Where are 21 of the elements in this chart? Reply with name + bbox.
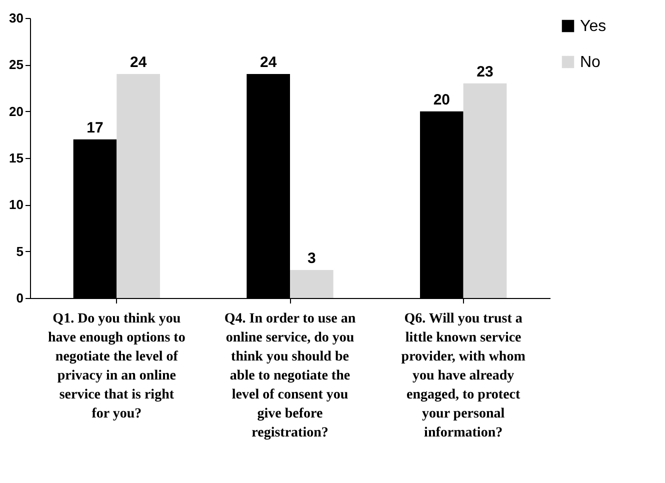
y-tick-label: 10 [9, 197, 24, 212]
data-label: 24 [260, 54, 278, 71]
y-tick-label: 0 [16, 290, 24, 306]
data-label: 3 [307, 250, 316, 267]
x-tick-label: Q4. In order to use an online service, do you think you should be able to negotiate the level of consent you give before registration? [224, 312, 356, 440]
bar [463, 83, 507, 298]
y-tick-label: 25 [9, 57, 24, 72]
bar [116, 74, 160, 298]
x-tick-label: Q6. Will you trust a little known service provider, with whom you have already engaged, to protect your personal information? [401, 312, 526, 440]
y-tick-label: 20 [9, 104, 24, 119]
x-tick-label: Q1. Do you think you have enough options to negotiate the level of privacy in an online service that is right for you? [48, 312, 186, 422]
y-tick-label: 30 [9, 10, 24, 26]
y-tick-label: 15 [9, 150, 24, 166]
legend-label: No [580, 54, 601, 71]
data-label: 20 [433, 91, 450, 108]
bar [290, 270, 334, 298]
data-label: 17 [86, 119, 104, 136]
data-label: 23 [476, 63, 494, 80]
legend-label: Yes [580, 18, 606, 35]
y-tick-label: 5 [16, 244, 24, 259]
data-label: 24 [130, 54, 148, 71]
